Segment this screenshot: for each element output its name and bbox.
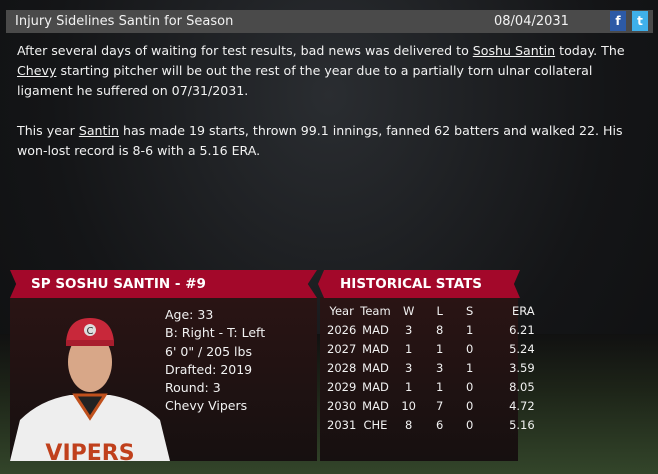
age: Age: 33: [165, 307, 214, 322]
jersey-logo: VIPERS: [45, 441, 134, 461]
text: starting pitcher will be out the rest of…: [17, 63, 593, 98]
table-cell: 3: [405, 360, 413, 375]
paragraph-1: After several days of waiting for test r…: [17, 41, 647, 101]
table-row: 2028 MAD 3 3 1 3.59: [325, 358, 537, 377]
table-row: 2031 CHE 8 6 0 5.16: [325, 415, 537, 434]
player-portrait[interactable]: C VIPERS: [10, 300, 170, 461]
historical-stats-table: Year Team W L S ERA 2026 MAD 3 8 1 6.21 2027 MAD 1 1 0 5…: [325, 301, 537, 434]
table-cell: 7: [436, 398, 444, 413]
player-link[interactable]: Santin: [78, 123, 119, 138]
news-header: Injury Sidelines Santin for Season 08/04…: [6, 10, 653, 33]
table-cell: 2026: [327, 322, 357, 337]
text: today. The: [555, 43, 625, 58]
table-cell: 1: [436, 379, 444, 394]
table-cell: 1: [436, 341, 444, 356]
column-header: W: [403, 303, 415, 318]
table-cell: 1: [466, 360, 474, 375]
table-cell: 2028: [327, 360, 357, 375]
round: Round: 3: [165, 380, 221, 396]
table-cell: 5.24: [509, 341, 535, 356]
team-link[interactable]: Chevy: [17, 63, 57, 78]
table-cell: 4.72: [509, 398, 535, 413]
table-cell: 10: [401, 398, 416, 413]
table-cell: 0: [466, 379, 474, 394]
table-row: 2026 MAD 3 8 1 6.21: [325, 320, 537, 339]
table-cell: 2031: [327, 417, 357, 432]
table-cell: 1: [466, 322, 474, 337]
table-row: 2029 MAD 1 1 0 8.05: [325, 377, 537, 396]
table-cell: MAD: [362, 341, 389, 356]
column-header: ERA: [512, 303, 535, 318]
table-cell: 0: [466, 341, 474, 356]
stats-banner: HISTORICAL STATS: [318, 270, 520, 298]
table-cell: 8: [436, 322, 444, 337]
table-cell: 3.59: [509, 360, 535, 375]
news-date: 08/04/2031: [494, 14, 569, 29]
text: has made 19 starts, thrown 99.1 innings,…: [17, 123, 623, 158]
table-cell: 1: [405, 341, 413, 356]
news-title: Injury Sidelines Santin for Season: [15, 14, 234, 29]
table-cell: 0: [466, 398, 474, 413]
column-header: Year: [329, 303, 354, 318]
twitter-icon[interactable]: t: [632, 11, 648, 31]
table-row: 2030 MAD 10 7 0 4.72: [325, 396, 537, 415]
player-info: Age: 33 B: Right - T: Left 6' 0" / 205 l…: [165, 306, 265, 416]
table-cell: 8: [405, 417, 413, 432]
table-cell: 1: [405, 379, 413, 394]
table-cell: 6: [436, 417, 444, 432]
table-cell: 2030: [327, 398, 357, 413]
paragraph-2: This year Santin has made 19 starts, thr…: [17, 121, 647, 161]
table-cell: 3: [405, 322, 413, 337]
table-cell: MAD: [362, 379, 389, 394]
table-row: 2027 MAD 1 1 0 5.24: [325, 339, 537, 358]
player-banner: SP SOSHU SANTIN - #9: [10, 270, 317, 298]
column-header: Team: [360, 303, 391, 318]
column-header: L: [436, 303, 443, 318]
table-cell: 8.05: [509, 379, 535, 394]
column-header: S: [466, 303, 474, 318]
team: Chevy Vipers: [165, 398, 248, 414]
table-cell: MAD: [362, 398, 389, 413]
article-body: After several days of waiting for test r…: [17, 41, 647, 181]
height-weight: 6' 0" / 205 lbs: [165, 343, 252, 359]
table-cell: CHE: [363, 417, 388, 432]
text: After several days of waiting for test r…: [17, 43, 473, 58]
table-cell: 0: [466, 417, 474, 432]
player-link[interactable]: Soshu Santin: [472, 43, 556, 58]
table-cell: 2027: [327, 341, 357, 356]
table-cell: MAD: [362, 322, 389, 337]
table-cell: 3: [436, 360, 444, 375]
cap-logo: C: [87, 326, 94, 337]
table-cell: 5.16: [509, 417, 535, 432]
table-cell: 6.21: [509, 322, 535, 337]
drafted: Drafted: 2019: [165, 361, 253, 377]
facebook-icon[interactable]: f: [610, 11, 626, 31]
table-cell: 2029: [327, 379, 357, 394]
bats-throws: B: Right - T: Left: [165, 325, 266, 341]
text: This year: [17, 123, 79, 138]
stats-panel: [320, 297, 518, 461]
table-cell: MAD: [362, 360, 389, 375]
